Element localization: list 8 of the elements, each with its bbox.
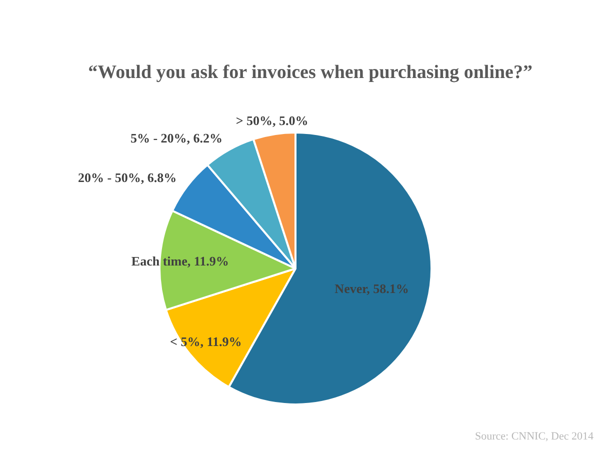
source-note: Source: CNNIC, Dec 2014 (474, 430, 594, 442)
slice-label: > 50%, 5.0% (236, 113, 308, 128)
slice-label: 5% - 20%, 6.2% (130, 130, 223, 146)
slice-label: < 5%, 11.9% (170, 334, 242, 350)
slice-label: 20% - 50%, 6.8% (78, 170, 177, 186)
chart-title: “Would you ask for invoices when purchasing online?” (88, 62, 532, 83)
slice-label: Never, 58.1% (334, 280, 409, 296)
slice-label: Each time, 11.9% (131, 254, 229, 269)
